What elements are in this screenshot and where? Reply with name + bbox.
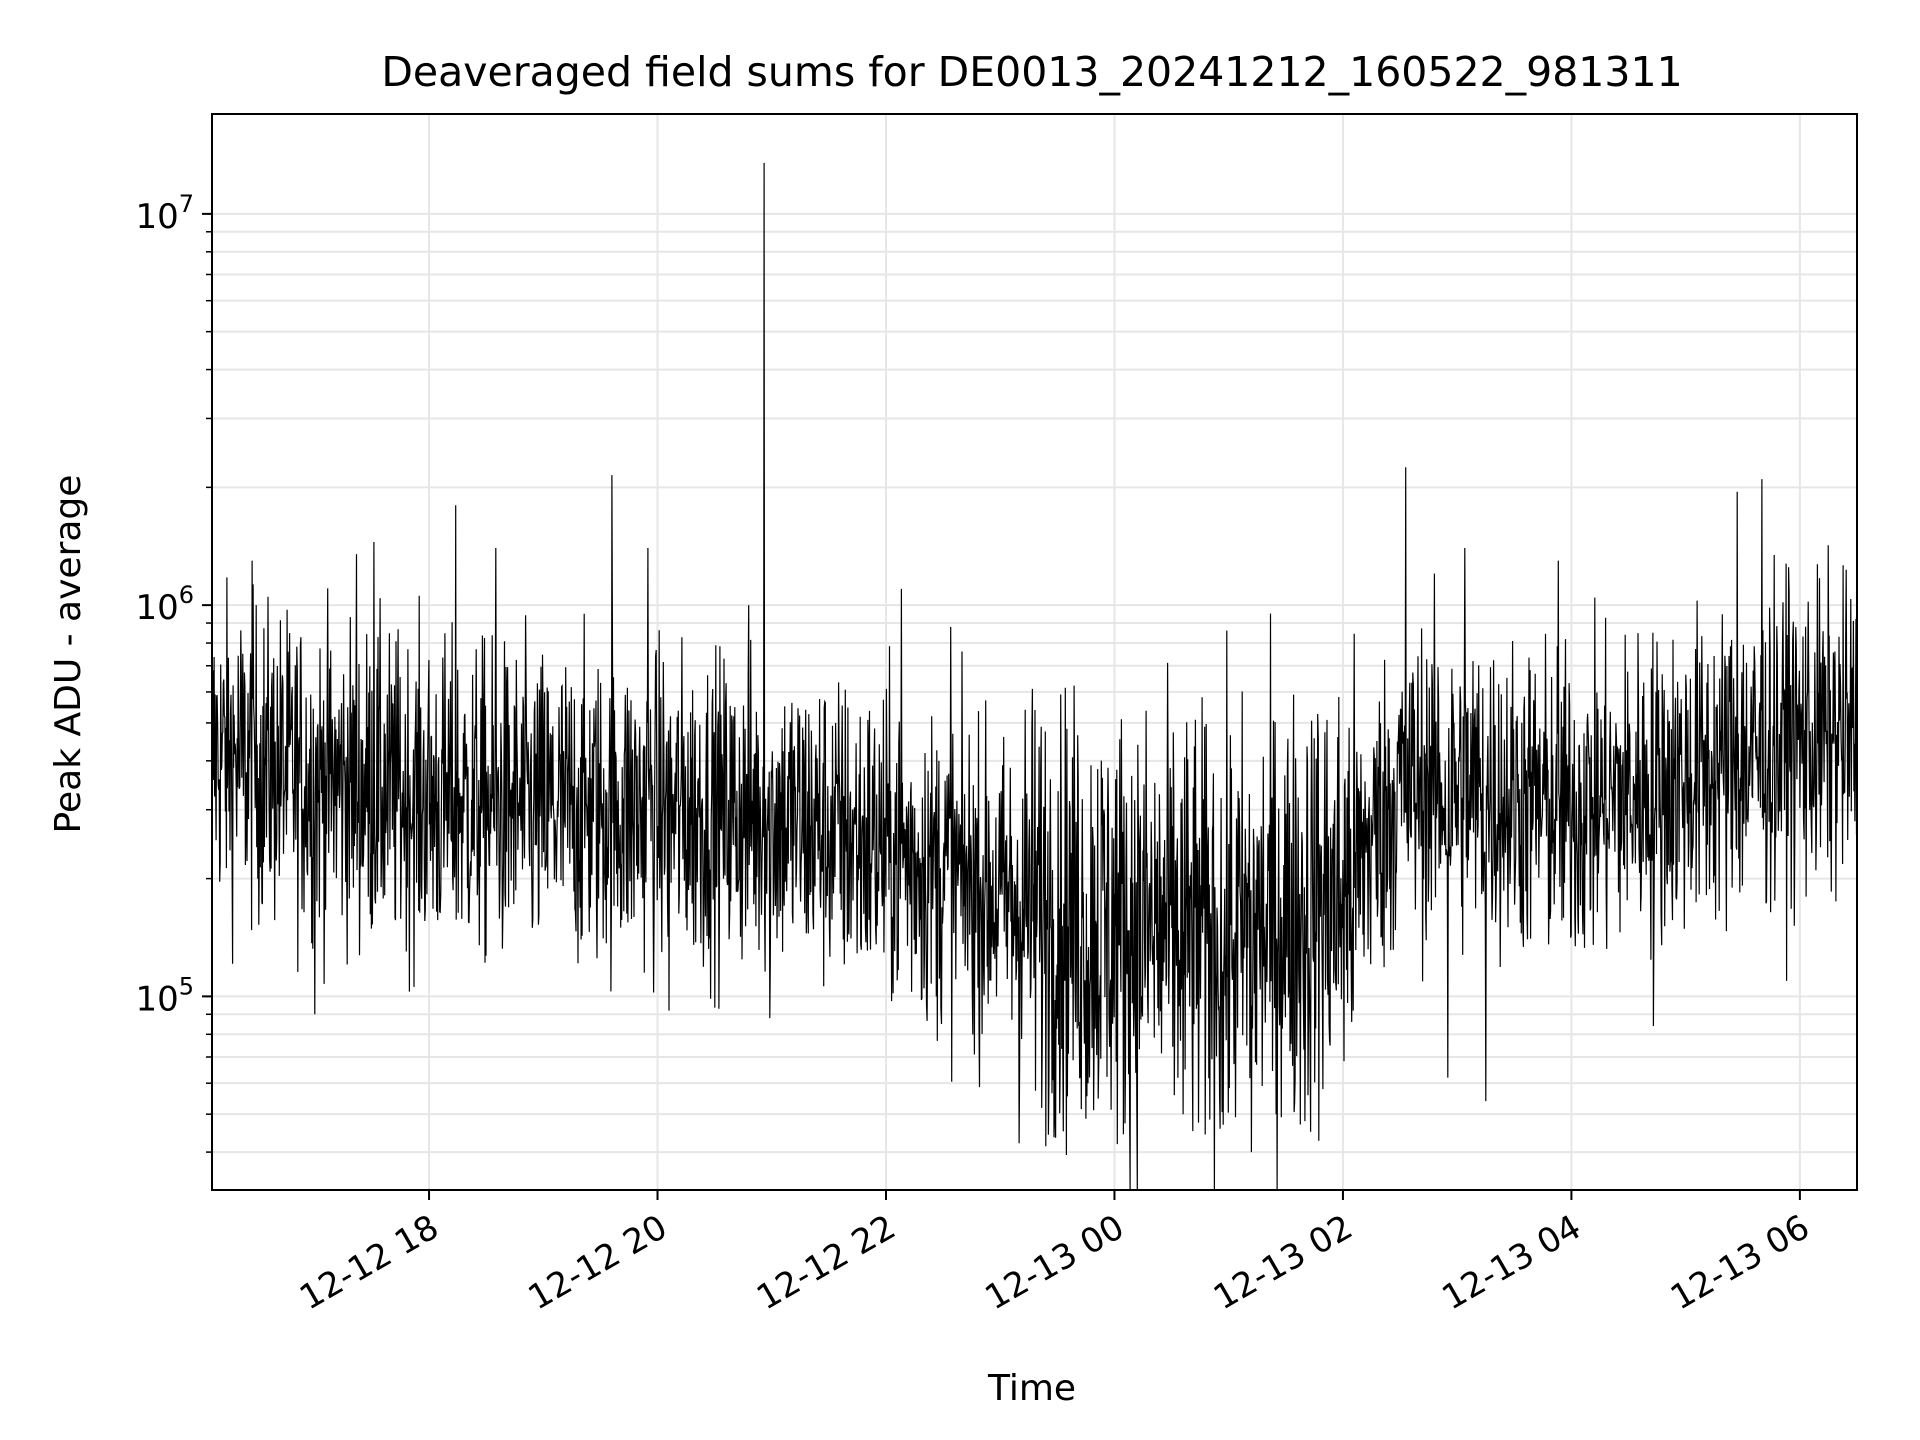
y-tick-label: 106 xyxy=(135,581,194,628)
y-tick-label: 105 xyxy=(135,972,194,1019)
y-tick-label-exponent: 7 xyxy=(179,190,194,218)
series-line xyxy=(211,162,1858,1191)
chart-title: Deaveraged field sums for DE0013_2024121… xyxy=(381,48,1682,96)
y-tick-label: 107 xyxy=(135,190,194,237)
y-tick-label-exponent: 5 xyxy=(179,972,194,1000)
plot-area xyxy=(211,162,1858,1191)
x-axis-label: Time xyxy=(987,1368,1076,1409)
y-tick-label-base: 10 xyxy=(135,588,178,628)
y-tick-label-base: 10 xyxy=(135,979,178,1019)
y-tick-label-base: 10 xyxy=(135,197,178,237)
y-axis-label: Peak ADU - average xyxy=(48,475,89,834)
axes-frame xyxy=(211,113,1858,1191)
y-tick-label-exponent: 6 xyxy=(179,581,194,609)
